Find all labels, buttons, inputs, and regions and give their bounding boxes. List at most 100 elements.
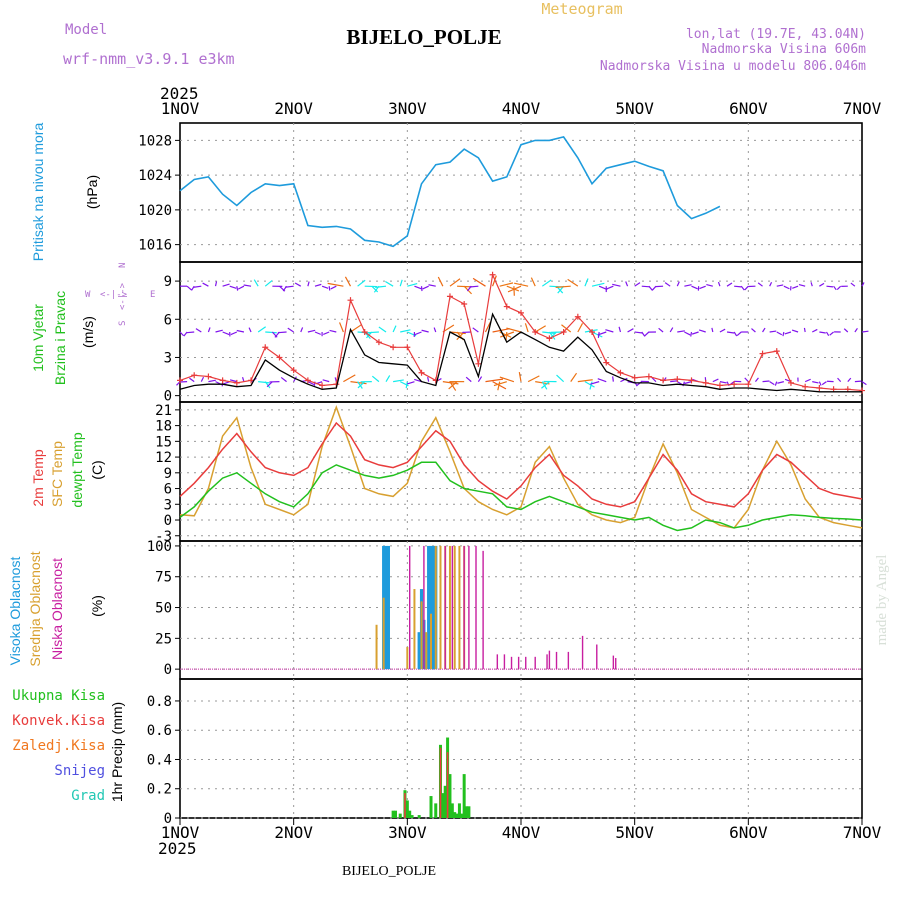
wind-arrow bbox=[208, 379, 216, 383]
wind-arrow bbox=[591, 331, 603, 338]
wind-arrow bbox=[236, 286, 239, 291]
wind-arrow bbox=[405, 381, 408, 389]
model-label: Model bbox=[65, 22, 107, 38]
wind-arrow bbox=[757, 282, 763, 287]
compass-rose-icon: N W E S <-|-> <-|-> bbox=[85, 263, 155, 326]
wind-arrow bbox=[385, 375, 391, 382]
mid-cloud-label: Srednja Oblacnost bbox=[27, 551, 43, 666]
wind-arrow bbox=[776, 331, 783, 336]
cloud-ytick-label: 0 bbox=[164, 662, 172, 678]
precip-total-bar bbox=[450, 803, 454, 818]
wind-arrow bbox=[542, 331, 556, 335]
low-cloud-bar bbox=[555, 651, 558, 670]
wind-arrow bbox=[783, 285, 790, 290]
wind-arrow bbox=[407, 381, 415, 385]
model-altitude-label: Nadmorska Visina u modelu 806.046m bbox=[600, 59, 866, 74]
wind-gust-marker bbox=[446, 293, 453, 300]
wind-arrow bbox=[507, 285, 522, 293]
pressure-ytick-label: 1016 bbox=[138, 238, 172, 254]
pressure-ytick-label: 1028 bbox=[138, 133, 172, 149]
low-cloud-bar bbox=[615, 658, 617, 670]
wind-arrow bbox=[339, 322, 344, 333]
wind-arrow bbox=[472, 327, 479, 333]
wind-arrow bbox=[691, 331, 699, 335]
wind-arrow bbox=[597, 331, 607, 336]
wind-gust-marker bbox=[574, 313, 581, 320]
wind-gust-marker bbox=[375, 339, 382, 346]
wind-arrow bbox=[605, 285, 614, 290]
mid-cloud-bar bbox=[425, 632, 428, 670]
precip-total-bar bbox=[391, 810, 395, 818]
low-cloud-bar bbox=[517, 656, 520, 670]
precip-ytick-label: 0.6 bbox=[147, 723, 172, 739]
high-cloud-label: Visoka Oblacnost bbox=[7, 557, 23, 666]
wind-arrow bbox=[530, 277, 536, 287]
mid-cloud-bar bbox=[439, 545, 442, 670]
wind-ytick-label: 6 bbox=[164, 312, 172, 328]
wind-arrow bbox=[214, 281, 218, 287]
wind-gust-marker bbox=[745, 381, 752, 388]
wind-arrow bbox=[433, 327, 437, 333]
wind-arrow bbox=[810, 282, 813, 287]
wind-arrow bbox=[277, 331, 287, 334]
temperature-ytick-label: -3 bbox=[155, 529, 172, 545]
compass-north: N bbox=[118, 263, 128, 268]
dewpoint-line bbox=[179, 461, 863, 532]
wind-arrow bbox=[837, 377, 842, 383]
wind-gust-marker bbox=[731, 381, 738, 388]
precip-total-bar bbox=[410, 815, 414, 818]
wind-arrow bbox=[541, 279, 552, 287]
wind-gust-marker bbox=[390, 344, 397, 351]
wind-arrow bbox=[385, 281, 394, 287]
wind-arrow bbox=[357, 279, 366, 287]
wind-arrow bbox=[726, 331, 735, 334]
low-cloud-label: Niska Oblacnost bbox=[49, 558, 65, 660]
wind-arrow bbox=[584, 381, 595, 388]
wind-arrow bbox=[825, 331, 830, 337]
wind-gust-marker bbox=[589, 329, 596, 335]
tsfc-label: SFC Temp bbox=[49, 441, 65, 507]
wind-arrow bbox=[769, 330, 777, 333]
tsfc-line bbox=[179, 404, 863, 529]
wind-arrow bbox=[776, 284, 784, 287]
wind-arrow bbox=[804, 378, 811, 383]
x-tick-label-top: 5NOV bbox=[615, 99, 654, 118]
wind-label-1: 10m Vjetar bbox=[30, 304, 46, 372]
wind-arrow bbox=[847, 377, 852, 383]
wind-arrow bbox=[257, 326, 267, 333]
precip-conv-bar bbox=[404, 793, 406, 818]
temperature-panel-frame bbox=[179, 401, 863, 542]
precip-unit: 1hr Precip (mm) bbox=[109, 702, 125, 802]
wind-arrow bbox=[664, 282, 671, 287]
wind-arrow bbox=[266, 381, 273, 388]
precip-total-bar bbox=[465, 806, 469, 818]
wind-arrow bbox=[826, 285, 834, 288]
precip-total-bar bbox=[441, 793, 445, 818]
precip-total-bar bbox=[408, 810, 412, 818]
wind-speed-line bbox=[179, 312, 862, 393]
wind-gust-marker bbox=[461, 301, 468, 307]
wind-ytick-label: 9 bbox=[164, 274, 172, 290]
wind-arrow bbox=[819, 282, 825, 287]
x-tick-label-bottom: 3NOV bbox=[388, 823, 427, 842]
x-tick-label-top: 1NOV bbox=[161, 99, 200, 118]
wind-arrow bbox=[625, 281, 629, 287]
wind-arrow bbox=[241, 376, 245, 382]
wind-arrow bbox=[427, 376, 430, 382]
watermark: made by Angel bbox=[874, 555, 890, 646]
wind-arrow bbox=[314, 283, 322, 287]
low-cloud-bar bbox=[423, 545, 425, 670]
wind-gust-marker bbox=[532, 329, 539, 335]
wind-arrow bbox=[456, 331, 465, 341]
mid-cloud-bar bbox=[453, 545, 456, 670]
wind-gust-marker bbox=[404, 344, 411, 351]
wind-arrow bbox=[854, 380, 862, 383]
wind-arrow bbox=[330, 285, 337, 290]
wind-arrow bbox=[293, 376, 297, 382]
mid-cloud-bar bbox=[448, 545, 451, 670]
cloud-unit: (%) bbox=[89, 595, 105, 617]
wind-arrow bbox=[371, 285, 379, 293]
year-label-top: 2025 bbox=[160, 84, 199, 103]
wind-arrow bbox=[469, 285, 479, 288]
wind-arrow bbox=[684, 284, 692, 287]
